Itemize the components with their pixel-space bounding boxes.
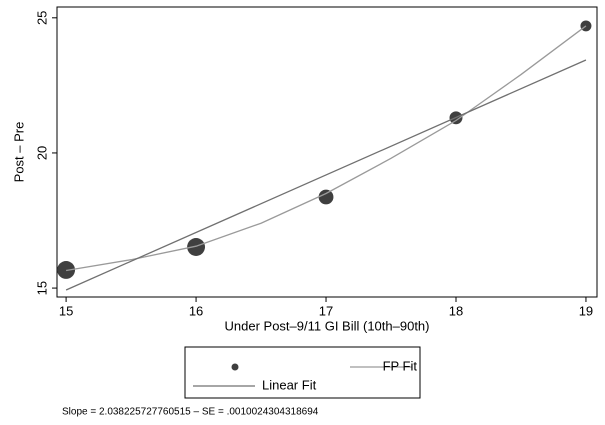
y-tick-label: 20 — [34, 146, 49, 160]
x-tick-label: 18 — [449, 303, 463, 318]
x-tick-label: 19 — [579, 303, 593, 318]
x-tick-label: 16 — [189, 303, 203, 318]
fit-line — [65, 59, 587, 291]
note: Slope = 2.038225727760515 – SE = .001002… — [62, 407, 319, 418]
fit-line — [65, 25, 587, 272]
y-axis-title: Post – Pre — [11, 122, 26, 183]
legend-box — [184, 346, 421, 399]
y-tick-label: 25 — [34, 11, 49, 25]
legend-marker — [231, 363, 239, 371]
point — [318, 189, 334, 205]
legend-label: Linear Fit — [262, 377, 317, 392]
plot-frame — [56, 6, 598, 298]
x-tick-label: 15 — [59, 303, 73, 318]
y-tick-label: 15 — [34, 281, 49, 295]
x-tick-label: 17 — [319, 303, 333, 318]
legend-label: FP Fit — [383, 358, 418, 373]
point — [187, 238, 206, 256]
x-axis-title: Under Post–9/11 GI Bill (10th–90th) — [225, 318, 430, 333]
